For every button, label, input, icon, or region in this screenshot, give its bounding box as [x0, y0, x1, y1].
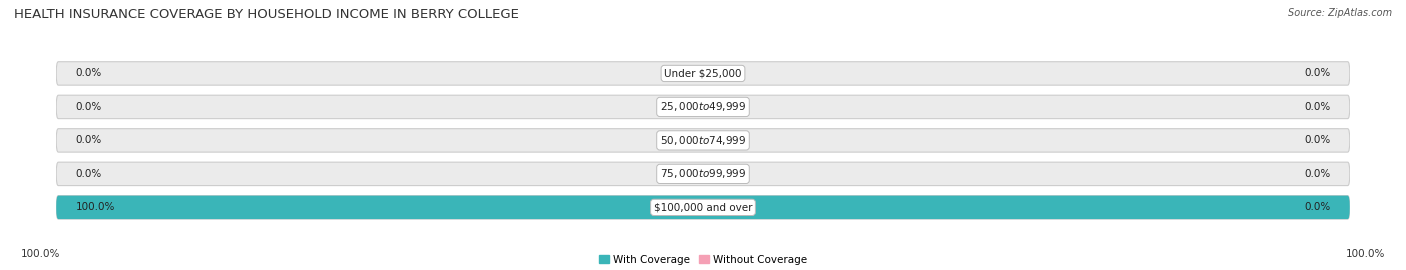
- Text: $75,000 to $99,999: $75,000 to $99,999: [659, 167, 747, 180]
- Text: 0.0%: 0.0%: [1305, 68, 1330, 79]
- FancyBboxPatch shape: [56, 162, 1350, 185]
- Text: Under $25,000: Under $25,000: [664, 68, 742, 79]
- Text: 0.0%: 0.0%: [1305, 202, 1330, 212]
- FancyBboxPatch shape: [56, 196, 1350, 219]
- Text: 0.0%: 0.0%: [76, 135, 101, 146]
- Text: 0.0%: 0.0%: [1305, 135, 1330, 146]
- Text: $100,000 and over: $100,000 and over: [654, 202, 752, 212]
- Text: 0.0%: 0.0%: [76, 68, 101, 79]
- FancyBboxPatch shape: [56, 95, 1350, 119]
- Text: 0.0%: 0.0%: [76, 169, 101, 179]
- FancyBboxPatch shape: [56, 196, 1350, 219]
- Text: 0.0%: 0.0%: [1305, 102, 1330, 112]
- Legend: With Coverage, Without Coverage: With Coverage, Without Coverage: [599, 255, 807, 265]
- Text: Source: ZipAtlas.com: Source: ZipAtlas.com: [1288, 8, 1392, 18]
- FancyBboxPatch shape: [56, 62, 1350, 85]
- Text: 100.0%: 100.0%: [76, 202, 115, 212]
- FancyBboxPatch shape: [56, 129, 1350, 152]
- Text: HEALTH INSURANCE COVERAGE BY HOUSEHOLD INCOME IN BERRY COLLEGE: HEALTH INSURANCE COVERAGE BY HOUSEHOLD I…: [14, 8, 519, 21]
- Text: $50,000 to $74,999: $50,000 to $74,999: [659, 134, 747, 147]
- Text: 0.0%: 0.0%: [1305, 169, 1330, 179]
- Text: $25,000 to $49,999: $25,000 to $49,999: [659, 100, 747, 113]
- Text: 100.0%: 100.0%: [21, 249, 60, 259]
- Text: 100.0%: 100.0%: [1346, 249, 1385, 259]
- Text: 0.0%: 0.0%: [76, 102, 101, 112]
